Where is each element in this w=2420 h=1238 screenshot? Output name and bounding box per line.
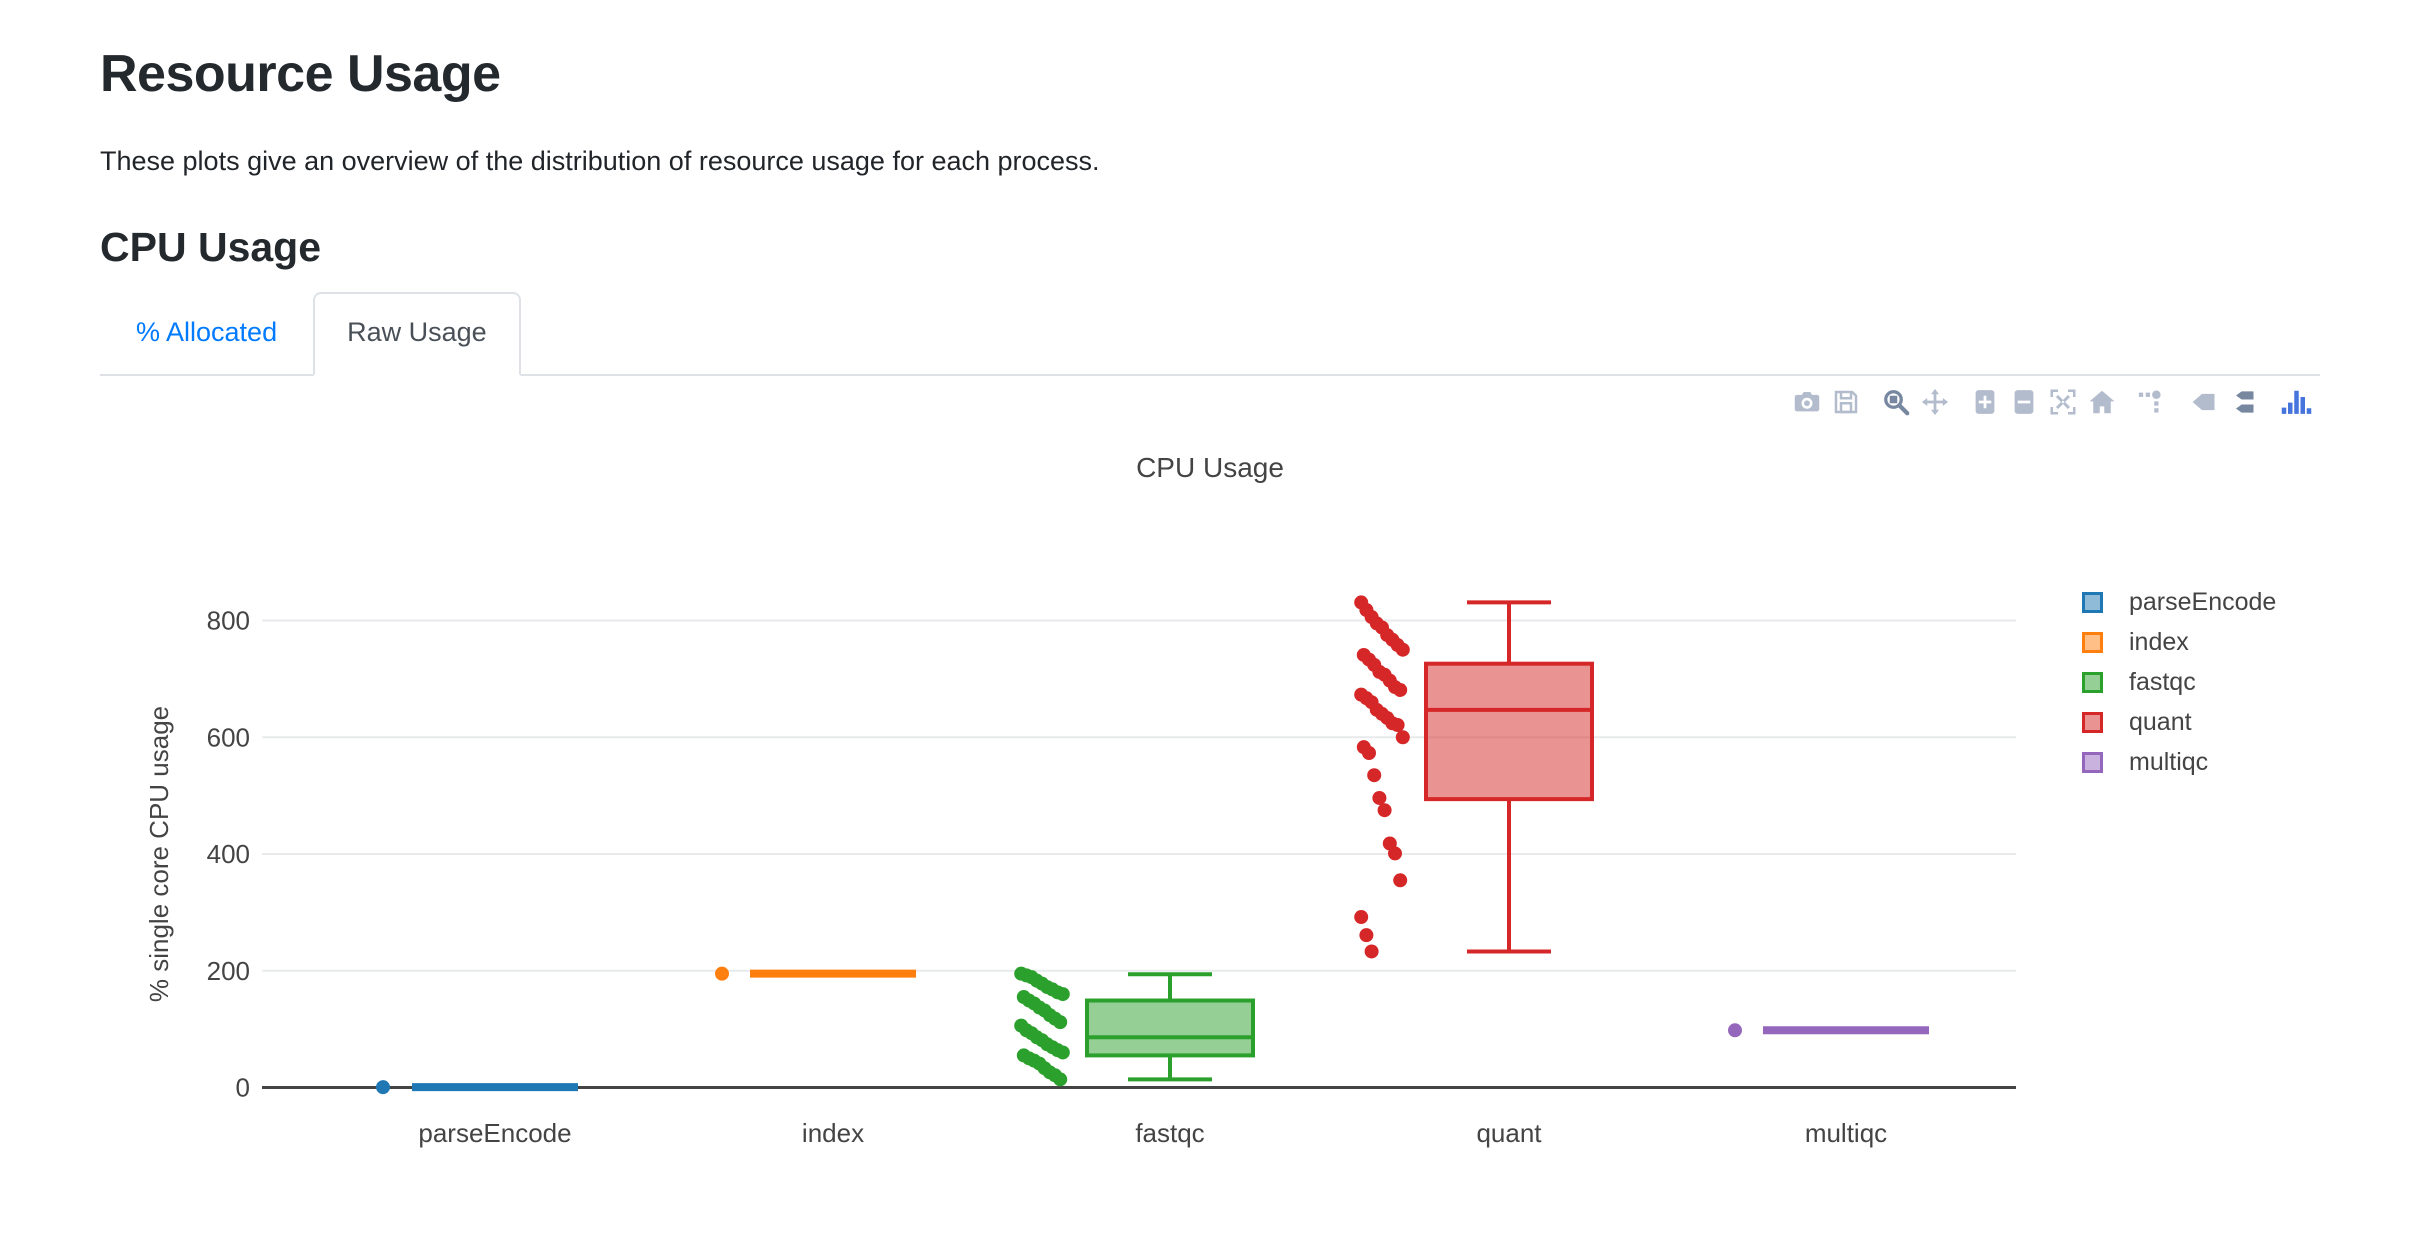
box-quant[interactable] bbox=[1424, 661, 1594, 802]
point-quant[interactable] bbox=[1395, 730, 1410, 745]
compare-on-hover-icon[interactable] bbox=[2226, 387, 2256, 417]
zoom-in-icon[interactable] bbox=[1970, 387, 2000, 417]
y-tick-label: 600 bbox=[207, 722, 250, 752]
zoom-out-icon[interactable] bbox=[2009, 387, 2039, 417]
plotly-modebar bbox=[1600, 387, 2320, 417]
legend-label-quant: quant bbox=[2129, 708, 2192, 736]
point-index[interactable] bbox=[715, 966, 729, 981]
x-tick-label-parseEncode: parseEncode bbox=[418, 1118, 571, 1148]
point-quant[interactable] bbox=[1395, 642, 1410, 657]
point-quant[interactable] bbox=[1354, 910, 1369, 925]
point-quant[interactable] bbox=[1388, 846, 1402, 861]
x-tick-label-index: index bbox=[802, 1118, 864, 1148]
legend-swatch-parseEncode bbox=[2082, 592, 2103, 613]
point-fastqc[interactable] bbox=[1053, 1015, 1068, 1030]
toggle-spike-lines-icon[interactable] bbox=[2137, 387, 2167, 417]
point-fastqc[interactable] bbox=[1055, 987, 1070, 1002]
legend-swatch-quant bbox=[2082, 712, 2103, 733]
tab-percent-allocated[interactable]: % Allocated bbox=[136, 317, 278, 347]
point-quant[interactable] bbox=[1393, 873, 1408, 888]
legend-item-parseEncode[interactable]: parseEncode bbox=[2082, 588, 2276, 617]
legend-swatch-fastqc bbox=[2082, 672, 2103, 693]
point-quant[interactable] bbox=[1393, 682, 1408, 697]
point-fastqc[interactable] bbox=[1053, 1072, 1068, 1087]
legend-label-parseEncode: parseEncode bbox=[2129, 588, 2277, 616]
chart-legend: parseEncode index fastqc quant multiqc bbox=[2082, 588, 2276, 788]
point-multiqc[interactable] bbox=[1728, 1023, 1742, 1038]
pan-icon[interactable] bbox=[1920, 387, 1950, 417]
legend-item-multiqc[interactable]: multiqc bbox=[2082, 748, 2276, 777]
point-quant[interactable] bbox=[1377, 803, 1392, 818]
section-title-cpu-usage: CPU Usage bbox=[100, 224, 322, 270]
tab-raw-usage[interactable]: Raw Usage bbox=[313, 292, 521, 376]
x-tick-label-multiqc: multiqc bbox=[1805, 1118, 1887, 1148]
reset-axes-icon[interactable] bbox=[2087, 387, 2117, 417]
point-quant[interactable] bbox=[1364, 944, 1379, 959]
point-parseEncode[interactable] bbox=[376, 1080, 390, 1095]
point-quant[interactable] bbox=[1367, 768, 1382, 783]
legend-swatch-index bbox=[2082, 632, 2103, 653]
y-tick-label: 200 bbox=[207, 956, 250, 986]
autoscale-icon[interactable] bbox=[2048, 387, 2078, 417]
legend-swatch-multiqc bbox=[2082, 752, 2103, 773]
cpu-usage-tabbar: % Allocated Raw Usage bbox=[100, 292, 2320, 376]
y-tick-label: 400 bbox=[207, 839, 250, 869]
x-tick-label-quant: quant bbox=[1476, 1118, 1542, 1148]
legend-label-index: index bbox=[2129, 628, 2189, 656]
cpu-usage-boxplot: 0 200 400 600 800 % single core CPU usage CPU … bbox=[144, 452, 2016, 1148]
page-title: Resource Usage bbox=[100, 45, 501, 103]
legend-item-quant[interactable]: quant bbox=[2082, 708, 2276, 737]
legend-item-fastqc[interactable]: fastqc bbox=[2082, 668, 2276, 697]
box-fastqc[interactable] bbox=[1085, 998, 1255, 1058]
page-description: These plots give an overview of the dist… bbox=[100, 146, 1100, 176]
y-axis-title: % single core CPU usage bbox=[144, 706, 174, 1002]
zoom-icon[interactable] bbox=[1881, 387, 1911, 417]
point-quant[interactable] bbox=[1372, 790, 1387, 805]
point-quant[interactable] bbox=[1359, 928, 1374, 943]
legend-label-multiqc: multiqc bbox=[2129, 748, 2209, 776]
save-icon[interactable] bbox=[1831, 387, 1861, 417]
camera-icon[interactable] bbox=[1792, 387, 1822, 417]
y-tick-label: 800 bbox=[207, 606, 250, 636]
y-tick-label: 0 bbox=[236, 1073, 250, 1103]
plotly-logo-icon[interactable] bbox=[2276, 387, 2320, 417]
chart-title: CPU Usage bbox=[1136, 452, 1284, 483]
x-tick-label-fastqc: fastqc bbox=[1135, 1118, 1204, 1148]
point-fastqc[interactable] bbox=[1055, 1045, 1070, 1060]
point-quant[interactable] bbox=[1390, 717, 1405, 732]
legend-label-fastqc: fastqc bbox=[2129, 668, 2196, 696]
show-closest-on-hover-icon[interactable] bbox=[2187, 387, 2217, 417]
legend-item-index[interactable]: index bbox=[2082, 628, 2276, 657]
point-quant[interactable] bbox=[1362, 746, 1376, 761]
